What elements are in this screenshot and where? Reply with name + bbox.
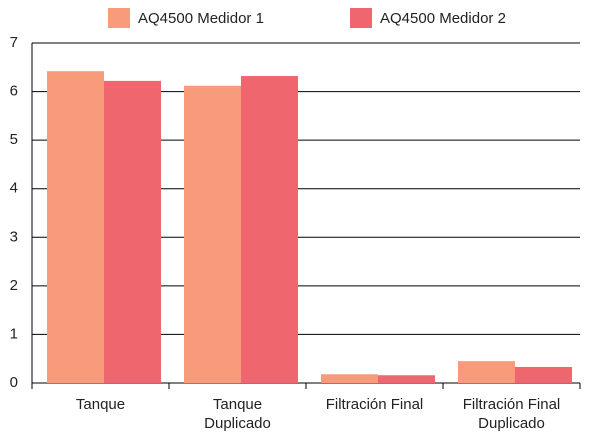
y-tick-label: 6 xyxy=(10,83,18,100)
bar xyxy=(458,361,515,383)
y-tick-label: 3 xyxy=(10,228,18,245)
legend-label: AQ4500 Medidor 2 xyxy=(380,10,506,27)
x-tick-label: Tanque Duplicado xyxy=(204,396,271,432)
bar xyxy=(184,85,241,383)
y-tick-label: 7 xyxy=(10,34,18,51)
bar xyxy=(104,80,161,383)
y-tick-label: 1 xyxy=(10,325,18,342)
bar xyxy=(241,76,298,384)
legend-swatch xyxy=(350,8,372,28)
x-tick-label: Filtración Final Duplicado xyxy=(463,396,561,432)
bar xyxy=(515,366,572,383)
y-tick-label: 0 xyxy=(10,374,18,391)
bar xyxy=(47,71,104,384)
legend-swatch xyxy=(108,8,130,28)
x-tick-label: Tanque xyxy=(76,396,125,413)
bar xyxy=(378,375,435,383)
y-tick-label: 5 xyxy=(10,131,18,148)
bar xyxy=(321,374,378,383)
y-tick-label: 4 xyxy=(10,180,18,197)
x-tick-label: Filtración Final xyxy=(326,396,424,413)
legend-label: AQ4500 Medidor 1 xyxy=(138,10,264,27)
y-tick-label: 2 xyxy=(10,277,18,294)
